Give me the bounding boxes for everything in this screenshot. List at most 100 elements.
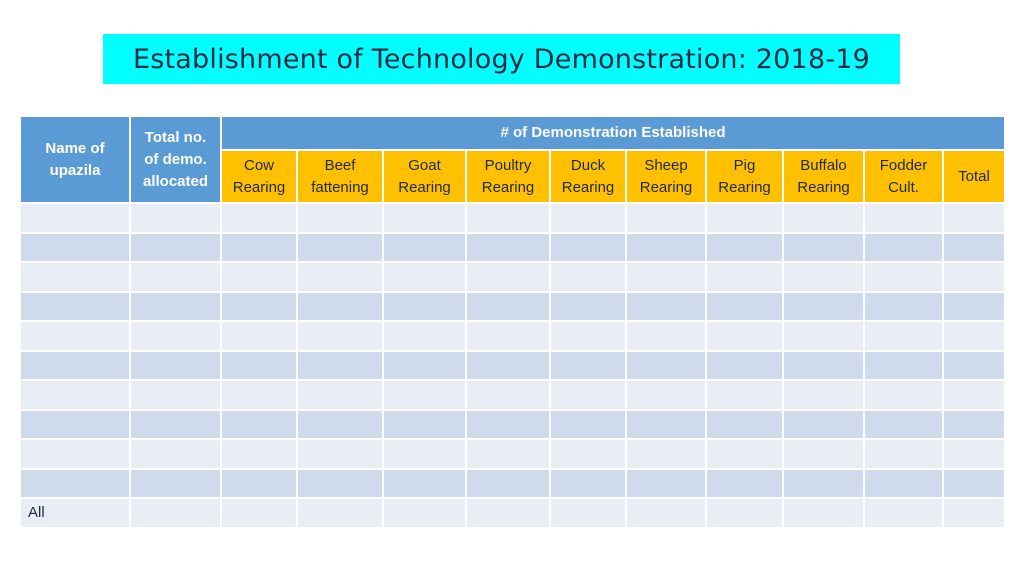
- table-cell: [382, 202, 467, 234]
- table-cell: [782, 497, 865, 529]
- table-cell: [705, 408, 784, 440]
- table-cell: [705, 497, 784, 529]
- table-cell: [549, 261, 627, 293]
- table-cell: [782, 202, 865, 234]
- table-cell: [296, 379, 384, 411]
- row-label-cell: All: [19, 497, 131, 529]
- table-cell: [941, 379, 1007, 411]
- table-cell: [465, 320, 551, 352]
- table-cell: [782, 320, 865, 352]
- table-cell: [863, 467, 944, 499]
- table-cell: [549, 290, 627, 322]
- table-cell: [941, 467, 1007, 499]
- table-cell: [863, 349, 944, 381]
- row-label-cell: [19, 408, 131, 440]
- table-row: [19, 202, 1007, 234]
- table-cell: [549, 320, 627, 352]
- table-cell: [863, 320, 944, 352]
- table-cell: [941, 290, 1007, 322]
- table-cell: [465, 408, 551, 440]
- subheader-1: Beef fattening: [296, 149, 384, 204]
- table-cell: [941, 320, 1007, 352]
- table-cell: [705, 261, 784, 293]
- table-cell: [941, 231, 1007, 263]
- table-cell: [705, 320, 784, 352]
- table-cell: [465, 497, 551, 529]
- table-cell: [863, 379, 944, 411]
- table-cell: [220, 408, 298, 440]
- table-cell: [625, 231, 707, 263]
- table-cell: [129, 467, 222, 499]
- table-cell: [705, 202, 784, 234]
- table-cell: [465, 379, 551, 411]
- table-cell: [296, 261, 384, 293]
- table-cell: [382, 467, 467, 499]
- table-cell: [129, 231, 222, 263]
- table-cell: [625, 379, 707, 411]
- table-cell: [549, 497, 627, 529]
- table-cell: [382, 438, 467, 470]
- table-cell: [296, 408, 384, 440]
- table-cell: [549, 438, 627, 470]
- table-cell: [549, 408, 627, 440]
- row-label-cell: [19, 320, 131, 352]
- table-cell: [129, 379, 222, 411]
- table-cell: [382, 231, 467, 263]
- table-cell: [941, 408, 1007, 440]
- table-cell: [465, 261, 551, 293]
- table-cell: [782, 408, 865, 440]
- table-cell: [625, 438, 707, 470]
- table-row: [19, 379, 1007, 411]
- table-cell: [220, 438, 298, 470]
- table-cell: [296, 320, 384, 352]
- table-cell: [465, 231, 551, 263]
- table-cell: [382, 290, 467, 322]
- table-cell: [465, 438, 551, 470]
- slide-title: Establishment of Technology Demonstratio…: [103, 34, 900, 84]
- table-row: [19, 231, 1007, 263]
- row-label-cell: [19, 349, 131, 381]
- table-cell: [220, 231, 298, 263]
- header-demonstration-established: # of Demonstration Established: [219, 115, 1007, 151]
- slide-title-text: Establishment of Technology Demonstratio…: [132, 43, 871, 75]
- table-row: [19, 438, 1007, 470]
- row-label-cell: [19, 261, 131, 293]
- table-cell: [296, 438, 384, 470]
- table-cell: [705, 231, 784, 263]
- table-cell: [705, 438, 784, 470]
- table-cell: [625, 320, 707, 352]
- table-cell: [465, 467, 551, 499]
- table-cell: [382, 349, 467, 381]
- table-row: All: [19, 497, 1007, 529]
- row-label-cell: [19, 379, 131, 411]
- table-cell: [625, 408, 707, 440]
- table-cell: [705, 290, 784, 322]
- table-cell: [625, 467, 707, 499]
- table-cell: [782, 290, 865, 322]
- table-cell: [220, 202, 298, 234]
- table-cell: [465, 349, 551, 381]
- table-cell: [782, 379, 865, 411]
- table-cell: [941, 261, 1007, 293]
- table-cell: [782, 349, 865, 381]
- table-cell: [549, 349, 627, 381]
- table-cell: [129, 438, 222, 470]
- table-cell: [129, 290, 222, 322]
- table-cell: [382, 497, 467, 529]
- table-cell: [863, 438, 944, 470]
- row-label-cell: [19, 202, 131, 234]
- table-cell: [296, 202, 384, 234]
- demonstration-table: Name of upazila Total no. of demo. alloc…: [19, 115, 1007, 529]
- table-cell: [782, 438, 865, 470]
- table-cell: [296, 349, 384, 381]
- table-cell: [863, 290, 944, 322]
- table-cell: [382, 408, 467, 440]
- table-cell: [129, 320, 222, 352]
- table-cell: [549, 202, 627, 234]
- table-cell: [941, 202, 1007, 234]
- table-cell: [549, 231, 627, 263]
- table-cell: [129, 408, 222, 440]
- table-row: [19, 467, 1007, 499]
- row-label-cell: [19, 290, 131, 322]
- row-label-cell: [19, 467, 131, 499]
